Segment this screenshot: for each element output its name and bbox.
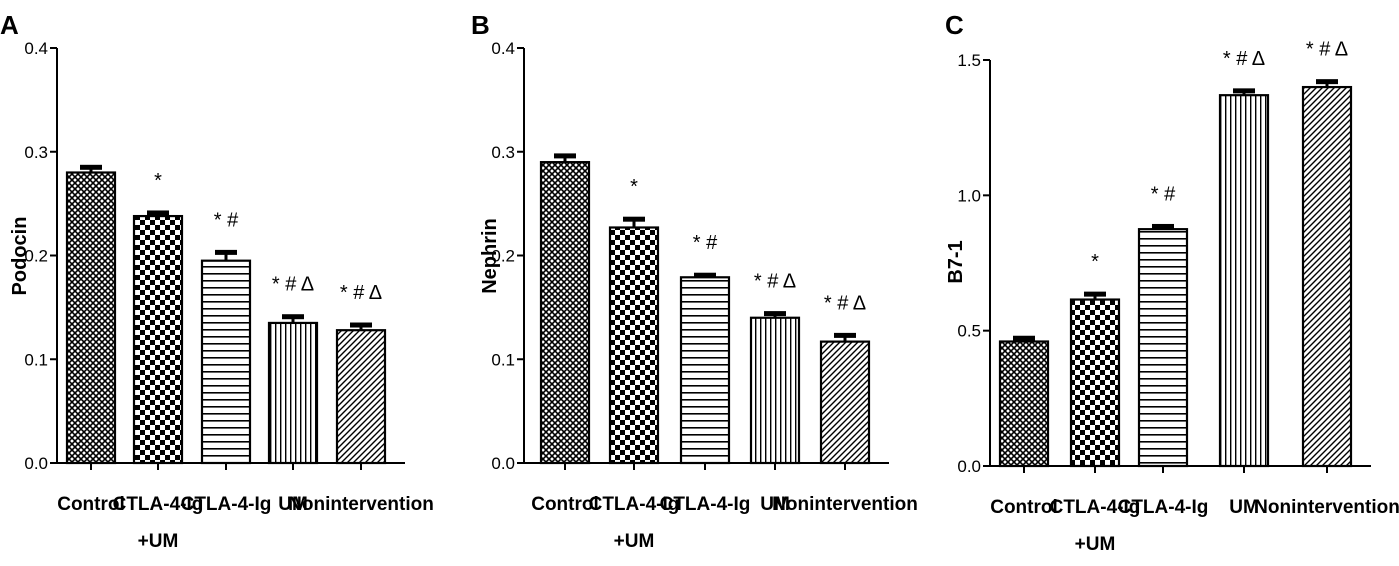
x-tick-label: CTLA-4-Ig: [1050, 497, 1141, 518]
error-bar-cap: [147, 210, 169, 216]
y-tick-label: 0.1: [491, 350, 515, 369]
x-tick-label: CTLA-4-Ig: [589, 494, 680, 515]
panel-label: C: [945, 10, 964, 40]
bar: [998, 340, 1050, 468]
significance-marker: * # Δ: [824, 292, 866, 314]
x-tick-label: CTLA-4-Ig: [113, 494, 204, 515]
error-bar-cap: [1152, 223, 1174, 229]
x-tick-label: UM: [1229, 497, 1259, 518]
x-tick-label: UM: [760, 494, 790, 515]
x-tick-label: CTLA-4-Ig: [660, 494, 751, 515]
error-bar-cap: [1233, 88, 1255, 94]
bar: [819, 340, 871, 465]
x-tick-label-line2: +UM: [138, 531, 179, 552]
y-tick-label: 1.0: [957, 186, 981, 205]
significance-marker: * # Δ: [272, 274, 314, 296]
y-tick-label: 0.2: [491, 247, 515, 266]
significance-marker: * # Δ: [340, 282, 382, 304]
bar: [335, 329, 387, 465]
bar: [749, 316, 801, 465]
bar: [132, 214, 184, 465]
chart-panel-b: B Nephrin 0.00.10.20.30.4ControlCTLA-4-I…: [471, 10, 918, 552]
bar: [1301, 85, 1353, 468]
significance-marker: * #: [1151, 183, 1176, 205]
error-bar-cap: [1316, 79, 1338, 85]
y-tick-label: 0.1: [24, 350, 48, 369]
significance-marker: *: [1091, 251, 1099, 273]
bar: [608, 226, 660, 465]
error-bar-cap: [1013, 335, 1035, 341]
bar: [65, 171, 117, 465]
significance-marker: *: [630, 176, 638, 198]
y-tick-label: 1.5: [957, 51, 981, 70]
error-bar-cap: [215, 249, 237, 255]
y-tick-label: 0.4: [24, 39, 48, 58]
panel-label: B: [471, 10, 490, 40]
y-tick-label: 0.0: [24, 454, 48, 473]
x-tick-label: Control: [57, 494, 125, 515]
bar: [1069, 298, 1121, 468]
x-tick-label: Nonintervention: [288, 494, 434, 515]
significance-marker: * #: [693, 232, 718, 254]
y-tick-label: 0.3: [491, 143, 515, 162]
x-tick-label: Control: [531, 494, 599, 515]
x-tick-label-line2: +UM: [1075, 534, 1116, 555]
significance-marker: * # Δ: [1306, 39, 1348, 61]
bar: [539, 161, 591, 465]
error-bar-cap: [554, 153, 576, 159]
error-bar-cap: [80, 164, 102, 170]
y-tick-label: 0.0: [957, 457, 981, 476]
y-tick-label: 0.5: [957, 322, 981, 341]
chart-panel-a: A Podocin 0.00.10.20.30.4ControlCTLA-4-I…: [0, 10, 434, 552]
error-bar-cap: [694, 272, 716, 278]
bar: [1218, 94, 1270, 468]
error-bar-cap: [623, 216, 645, 222]
error-bar-cap: [350, 322, 372, 328]
y-tick-label: 0.4: [491, 39, 515, 58]
x-tick-label: CTLA-4-Ig: [1118, 497, 1209, 518]
y-axis-label: Podocin: [9, 217, 31, 296]
bar: [1137, 228, 1189, 468]
error-bar-cap: [282, 314, 304, 320]
bar: [679, 276, 731, 465]
error-bar-cap: [834, 332, 856, 338]
significance-marker: *: [154, 170, 162, 192]
x-tick-label-line2: +UM: [614, 531, 655, 552]
chart-panel-c: C B7-1 0.00.51.01.5ControlCTLA-4-Ig+UM*C…: [945, 10, 1399, 555]
x-tick-label: UM: [278, 494, 308, 515]
y-tick-label: 0.2: [24, 247, 48, 266]
y-tick-label: 0.0: [491, 454, 515, 473]
significance-marker: * # Δ: [754, 271, 796, 293]
x-tick-label: CTLA-4-Ig: [181, 494, 272, 515]
significance-marker: * # Δ: [1223, 48, 1265, 70]
panel-label: A: [0, 10, 19, 40]
error-bar-cap: [764, 311, 786, 317]
bar: [200, 259, 252, 465]
y-axis-label: Nephrin: [479, 218, 501, 294]
bar: [267, 321, 319, 465]
x-tick-label: Control: [990, 497, 1058, 518]
y-tick-label: 0.3: [24, 143, 48, 162]
error-bar-cap: [1084, 291, 1106, 297]
x-tick-label: Nonintervention: [772, 494, 918, 515]
y-axis-label: B7-1: [945, 240, 967, 283]
significance-marker: * #: [214, 209, 239, 231]
x-tick-label: Nonintervention: [1254, 497, 1399, 518]
